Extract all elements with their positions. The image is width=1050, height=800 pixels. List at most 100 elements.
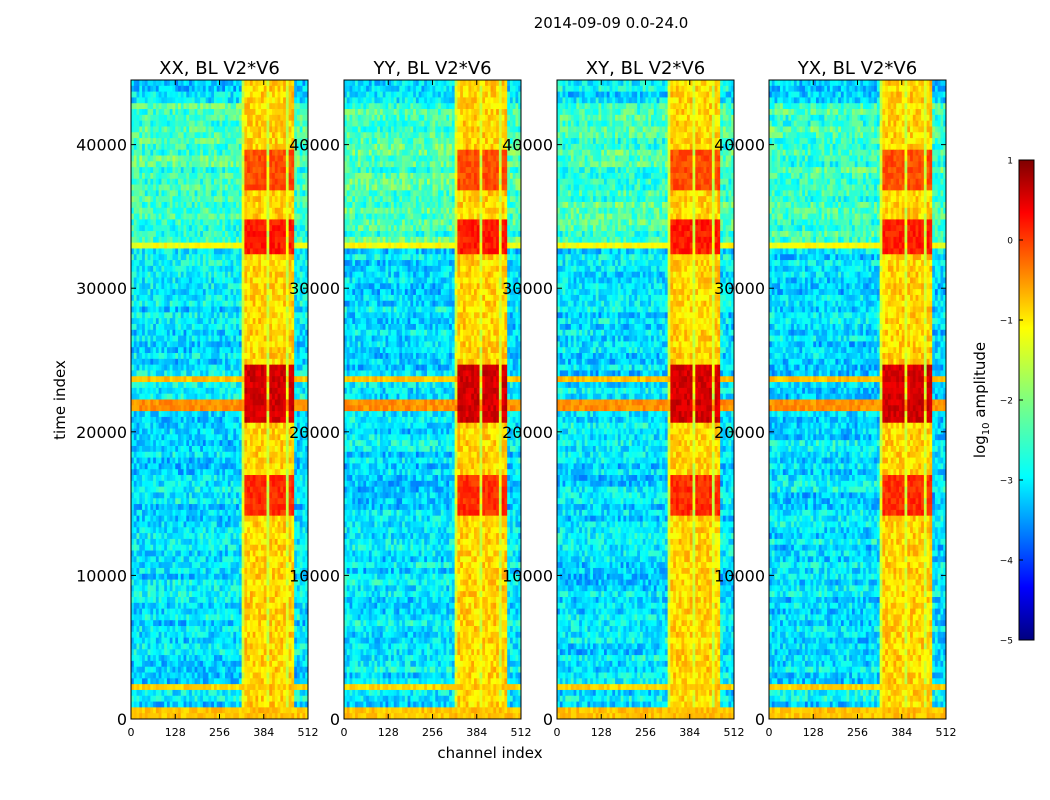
heatmap-cell (222, 150, 225, 156)
heatmap-cell (214, 103, 217, 109)
heatmap-cell (269, 196, 272, 202)
heatmap-cell (197, 92, 200, 98)
heatmap-cell (244, 103, 247, 109)
heatmap-cell (264, 115, 267, 121)
heatmap-cell (289, 92, 292, 98)
heatmap-cell (156, 126, 159, 132)
heatmap-cell (159, 132, 162, 138)
heatmap-cell (150, 144, 153, 150)
heatmap-cell (159, 92, 162, 98)
heatmap-cell (159, 144, 162, 150)
heatmap-cell (139, 126, 142, 132)
heatmap-cell (170, 167, 173, 173)
heatmap-cell (148, 109, 151, 115)
heatmap-cell (291, 179, 294, 185)
heatmap-cell (148, 173, 151, 179)
heatmap-cell (283, 86, 286, 92)
heatmap-cell (189, 150, 192, 156)
heatmap-cell (142, 121, 145, 127)
heatmap-cell (253, 173, 256, 179)
heatmap-cell (255, 80, 258, 86)
heatmap-cell (134, 80, 137, 86)
heatmap-cell (192, 109, 195, 115)
heatmap-cell (231, 156, 234, 162)
heatmap-cell (283, 144, 286, 150)
heatmap-cell (145, 208, 148, 214)
heatmap-cell (228, 126, 231, 132)
heatmap-cell (145, 138, 148, 144)
heatmap-cell (206, 190, 209, 196)
heatmap-cell (164, 86, 167, 92)
heatmap-cell (236, 115, 239, 121)
heatmap-cell (167, 202, 170, 208)
heatmap-cell (197, 103, 200, 109)
heatmap-cell (261, 86, 264, 92)
heatmap-cell (142, 190, 145, 196)
heatmap-cell (161, 138, 164, 144)
heatmap-cell (222, 103, 225, 109)
heatmap-cell (203, 156, 206, 162)
heatmap-cell (286, 179, 289, 185)
heatmap-cell (211, 126, 214, 132)
heatmap-cell (137, 173, 140, 179)
heatmap-cell (164, 150, 167, 156)
heatmap-cell (220, 109, 223, 115)
heatmap-cell (200, 173, 203, 179)
heatmap-cell (175, 208, 178, 214)
heatmap-cell (250, 80, 253, 86)
heatmap-cell (272, 161, 275, 167)
heatmap-cell (137, 80, 140, 86)
heatmap-cell (159, 190, 162, 196)
heatmap-cell (264, 103, 267, 109)
heatmap-cell (247, 173, 250, 179)
heatmap-cell (156, 156, 159, 162)
heatmap-cell (233, 126, 236, 132)
heatmap-cell (297, 103, 300, 109)
heatmap-cell (181, 196, 184, 202)
heatmap-cell (283, 97, 286, 103)
heatmap-cell (195, 161, 198, 167)
heatmap-cell (228, 86, 231, 92)
heatmap-cell (231, 185, 234, 191)
heatmap-cell (189, 190, 192, 196)
heatmap-cell (217, 161, 220, 167)
heatmap-cell (137, 103, 140, 109)
heatmap-cell (280, 202, 283, 208)
heatmap-cell (228, 167, 231, 173)
heatmap-cell (239, 161, 242, 167)
heatmap-cell (167, 185, 170, 191)
heatmap-cell (200, 196, 203, 202)
heatmap-cell (261, 144, 264, 150)
heatmap-cell (300, 80, 303, 86)
heatmap-cell (181, 202, 184, 208)
heatmap-cell (291, 115, 294, 121)
heatmap-cell (236, 86, 239, 92)
heatmap-cell (181, 126, 184, 132)
heatmap-cell (264, 185, 267, 191)
heatmap-cell (148, 121, 151, 127)
heatmap-cell (300, 156, 303, 162)
heatmap-cell (239, 202, 242, 208)
heatmap-cell (242, 167, 245, 173)
heatmap-cell (148, 132, 151, 138)
heatmap-cell (164, 156, 167, 162)
heatmap-cell (247, 132, 250, 138)
heatmap-cell (267, 138, 270, 144)
heatmap-cell (242, 97, 245, 103)
heatmap-cell (294, 121, 297, 127)
heatmap-cell (186, 144, 189, 150)
heatmap-cell (297, 173, 300, 179)
heatmap-cell (228, 161, 231, 167)
heatmap-cell (275, 202, 278, 208)
heatmap-cell (148, 196, 151, 202)
heatmap-cell (203, 161, 206, 167)
heatmap-cell (139, 156, 142, 162)
heatmap-cell (200, 132, 203, 138)
heatmap-cell (137, 86, 140, 92)
heatmap-cell (275, 161, 278, 167)
heatmap-cell (203, 150, 206, 156)
heatmap-cell (145, 202, 148, 208)
heatmap-cell (283, 121, 286, 127)
heatmap-cell (208, 161, 211, 167)
heatmap-cell (225, 109, 228, 115)
